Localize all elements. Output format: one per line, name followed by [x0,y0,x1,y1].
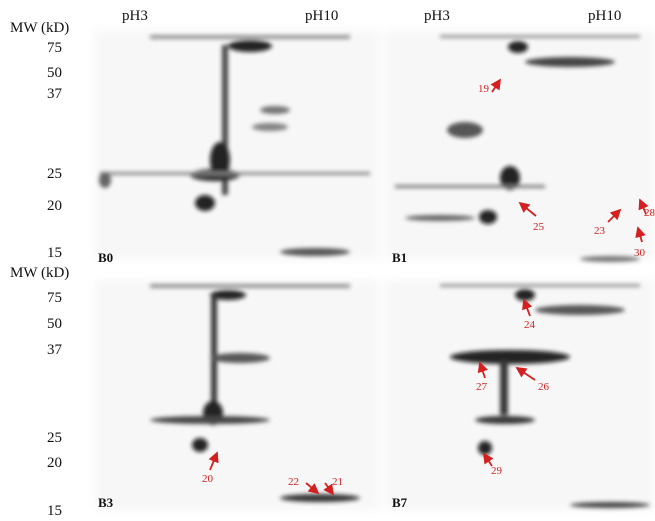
mw-marker: 75 [47,290,62,306]
spot-number: 30 [634,247,646,259]
spot-number: 28 [644,207,655,219]
mw-marker: 75 [47,40,62,56]
spot-number: 25 [533,221,545,233]
mw-title: MW (kD) [10,265,69,281]
mw-marker: 37 [47,342,63,358]
panel-label: B1 [392,250,407,265]
mw-marker: 15 [47,245,62,261]
gel-b7 [385,280,655,510]
panel-label: B7 [392,495,408,510]
ph-label: pH10 [305,8,338,24]
mw-title: MW (kD) [10,20,69,36]
mw-marker: 15 [47,503,62,519]
mw-marker: 50 [47,65,62,81]
arrows [208,78,649,496]
mw-marker: 37 [47,86,63,102]
mw-marker: 50 [47,316,62,332]
spot-number: 26 [538,381,550,393]
spot-number: 21 [332,476,343,488]
ph-label: pH3 [424,8,450,24]
mw-marker: 25 [47,166,62,182]
spot-number: 19 [478,83,490,95]
gel-b3 [95,280,380,510]
mw-marker: 20 [47,198,62,214]
spot-number: 23 [594,225,606,237]
gel-b0 [95,30,380,260]
spot-number: 20 [202,473,214,485]
spot-number: 24 [524,319,536,331]
panel-label: B0 [98,250,113,265]
panel-label: B3 [98,495,114,510]
mw-marker: 20 [47,455,62,471]
spot-number: 29 [491,465,503,477]
mw-marker: 25 [47,430,62,446]
ph-label: pH3 [122,8,148,24]
spot-number: 27 [476,381,488,393]
gel-b1 [385,30,655,262]
spot-number: 22 [288,476,299,488]
ph-label: pH10 [588,8,621,24]
